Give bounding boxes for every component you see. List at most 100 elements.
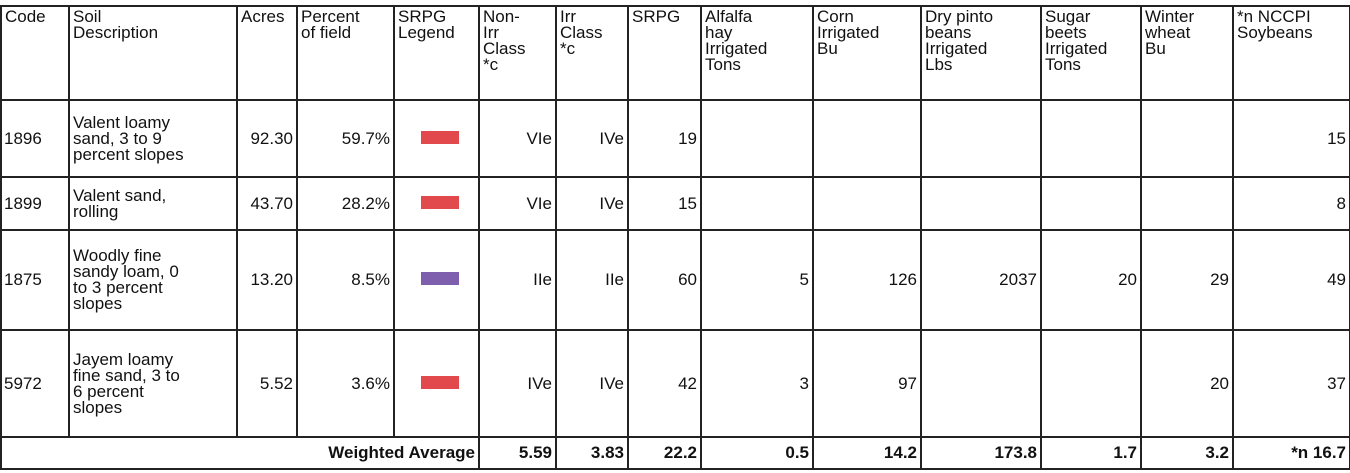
- column-header: Irr Class *c: [555, 5, 629, 101]
- legend-swatch: [421, 130, 459, 144]
- value-cell: 15: [1232, 99, 1350, 178]
- cell-line: Dry pinto: [925, 7, 994, 26]
- value-cell: VIe: [478, 176, 557, 231]
- cell-line: Irrigated: [925, 39, 988, 58]
- cell-line: beans: [925, 23, 972, 42]
- description-cell: Valent sand, rolling: [68, 176, 238, 231]
- value-cell: [920, 329, 1042, 438]
- cell-line: Soybeans: [1237, 23, 1313, 42]
- value-cell: 5: [700, 229, 814, 331]
- cell-line: rolling: [73, 201, 119, 221]
- percent-cell: 3.6%: [296, 329, 395, 438]
- cell-line: SRPG: [632, 7, 681, 26]
- cell-line: Irrigated: [1045, 39, 1108, 58]
- percent-cell: 59.7%: [296, 99, 395, 178]
- legend-swatch: [421, 272, 459, 285]
- value-cell: 20: [1040, 229, 1142, 331]
- value-cell: 60: [627, 229, 702, 331]
- cell-line: Corn: [817, 7, 854, 26]
- value-cell: IIe: [555, 229, 629, 331]
- cell-line: hay: [705, 23, 733, 42]
- percent-cell: 8.5%: [296, 229, 395, 331]
- cell-line: percent slopes: [73, 144, 184, 164]
- cell-line: Non-: [483, 7, 520, 26]
- code-cell: 1896: [0, 99, 70, 178]
- cell-line: Alfalfa: [705, 7, 753, 26]
- cell-line: SRPG: [398, 7, 447, 26]
- value-cell: 49: [1232, 229, 1350, 331]
- description-cell: Woodly fine sandy loam, 0 to 3 percent slop…: [68, 229, 238, 331]
- cell-line: fine sand, 3 to: [73, 365, 180, 385]
- cell-line: slopes: [73, 397, 123, 417]
- cell-line: Sugar: [1045, 7, 1091, 26]
- legend-cell: [393, 176, 480, 231]
- cell-line: Valent loamy: [73, 112, 171, 132]
- value-cell: 2037: [920, 229, 1042, 331]
- cell-line: slopes: [73, 294, 123, 313]
- value-cell: IVe: [555, 329, 629, 438]
- code-cell: 1899: [0, 176, 70, 231]
- value-cell: IIe: [478, 229, 557, 331]
- footer-value: 0.5: [700, 436, 814, 470]
- data-row: 1896 Valent loamy sand, 3 to 9 percent slop…: [0, 99, 1350, 178]
- cell-line: sand, 3 to 9: [73, 128, 162, 148]
- footer-value: *n 16.7: [1232, 436, 1350, 470]
- value-cell: [1040, 176, 1142, 231]
- column-header: Non- Irr Class *c: [478, 5, 557, 101]
- cell-line: *c: [483, 55, 499, 74]
- description-cell: Valent loamy sand, 3 to 9 percent slopes: [68, 99, 238, 178]
- column-header: Sugar beets Irrigated Tons: [1040, 5, 1142, 101]
- footer-label: Weighted Average: [0, 436, 480, 470]
- cell-line: Winter: [1145, 7, 1195, 26]
- data-row: 1899 Valent sand, rolling 43.70 28.2% VIe IVe 1…: [0, 176, 1350, 231]
- value-cell: 126: [812, 229, 922, 331]
- value-cell: [1040, 329, 1142, 438]
- cell-line: Bu: [817, 39, 838, 58]
- value-cell: IVe: [555, 99, 629, 178]
- cell-line: to 3 percent: [73, 278, 163, 297]
- value-cell: 29: [1140, 229, 1234, 331]
- cell-line: Lbs: [925, 55, 953, 74]
- value-cell: 3: [700, 329, 814, 438]
- value-cell: [700, 176, 814, 231]
- value-cell: 37: [1232, 329, 1350, 438]
- value-cell: [920, 176, 1042, 231]
- cell-line: sandy loam, 0: [73, 262, 179, 281]
- column-header: Soil Description: [68, 5, 238, 101]
- soil-table: Code Soil Description Acres Percent of field S…: [0, 5, 1350, 470]
- footer-value: 1.7: [1040, 436, 1142, 470]
- value-cell: 42: [627, 329, 702, 438]
- cell-line: Class: [483, 39, 526, 58]
- value-cell: 19: [627, 99, 702, 178]
- cell-line: of field: [301, 23, 352, 42]
- value-cell: [920, 99, 1042, 178]
- cell-line: Valent sand,: [73, 185, 167, 205]
- acres-cell: 43.70: [236, 176, 298, 231]
- cell-line: Woodly fine: [73, 246, 162, 265]
- column-header: *n NCCPI Soybeans: [1232, 5, 1350, 101]
- description-cell: Jayem loamy fine sand, 3 to 6 percent slope…: [68, 329, 238, 438]
- value-cell: VIe: [478, 99, 557, 178]
- cell-line: Jayem loamy: [73, 349, 174, 369]
- value-cell: [700, 99, 814, 178]
- column-header: Corn Irrigated Bu: [812, 5, 922, 101]
- cell-line: Legend: [398, 23, 455, 42]
- value-cell: IVe: [555, 176, 629, 231]
- cell-line: Percent: [301, 7, 360, 26]
- footer-value: 3.2: [1140, 436, 1234, 470]
- column-header: Winter wheat Bu: [1140, 5, 1234, 101]
- value-cell: [812, 99, 922, 178]
- footer-value: 22.2: [627, 436, 702, 470]
- cell-line: Class: [560, 23, 603, 42]
- cell-line: Irr: [483, 23, 500, 42]
- footer-value: 5.59: [478, 436, 557, 470]
- column-header: Code: [0, 5, 70, 101]
- value-cell: 97: [812, 329, 922, 438]
- column-header: Percent of field: [296, 5, 395, 101]
- cell-line: Soil: [73, 7, 102, 26]
- value-cell: [1140, 99, 1234, 178]
- cell-line: Irrigated: [817, 23, 880, 42]
- table-body: Code Soil Description Acres Percent of field S…: [0, 5, 1350, 470]
- cell-line: Irrigated: [705, 39, 768, 58]
